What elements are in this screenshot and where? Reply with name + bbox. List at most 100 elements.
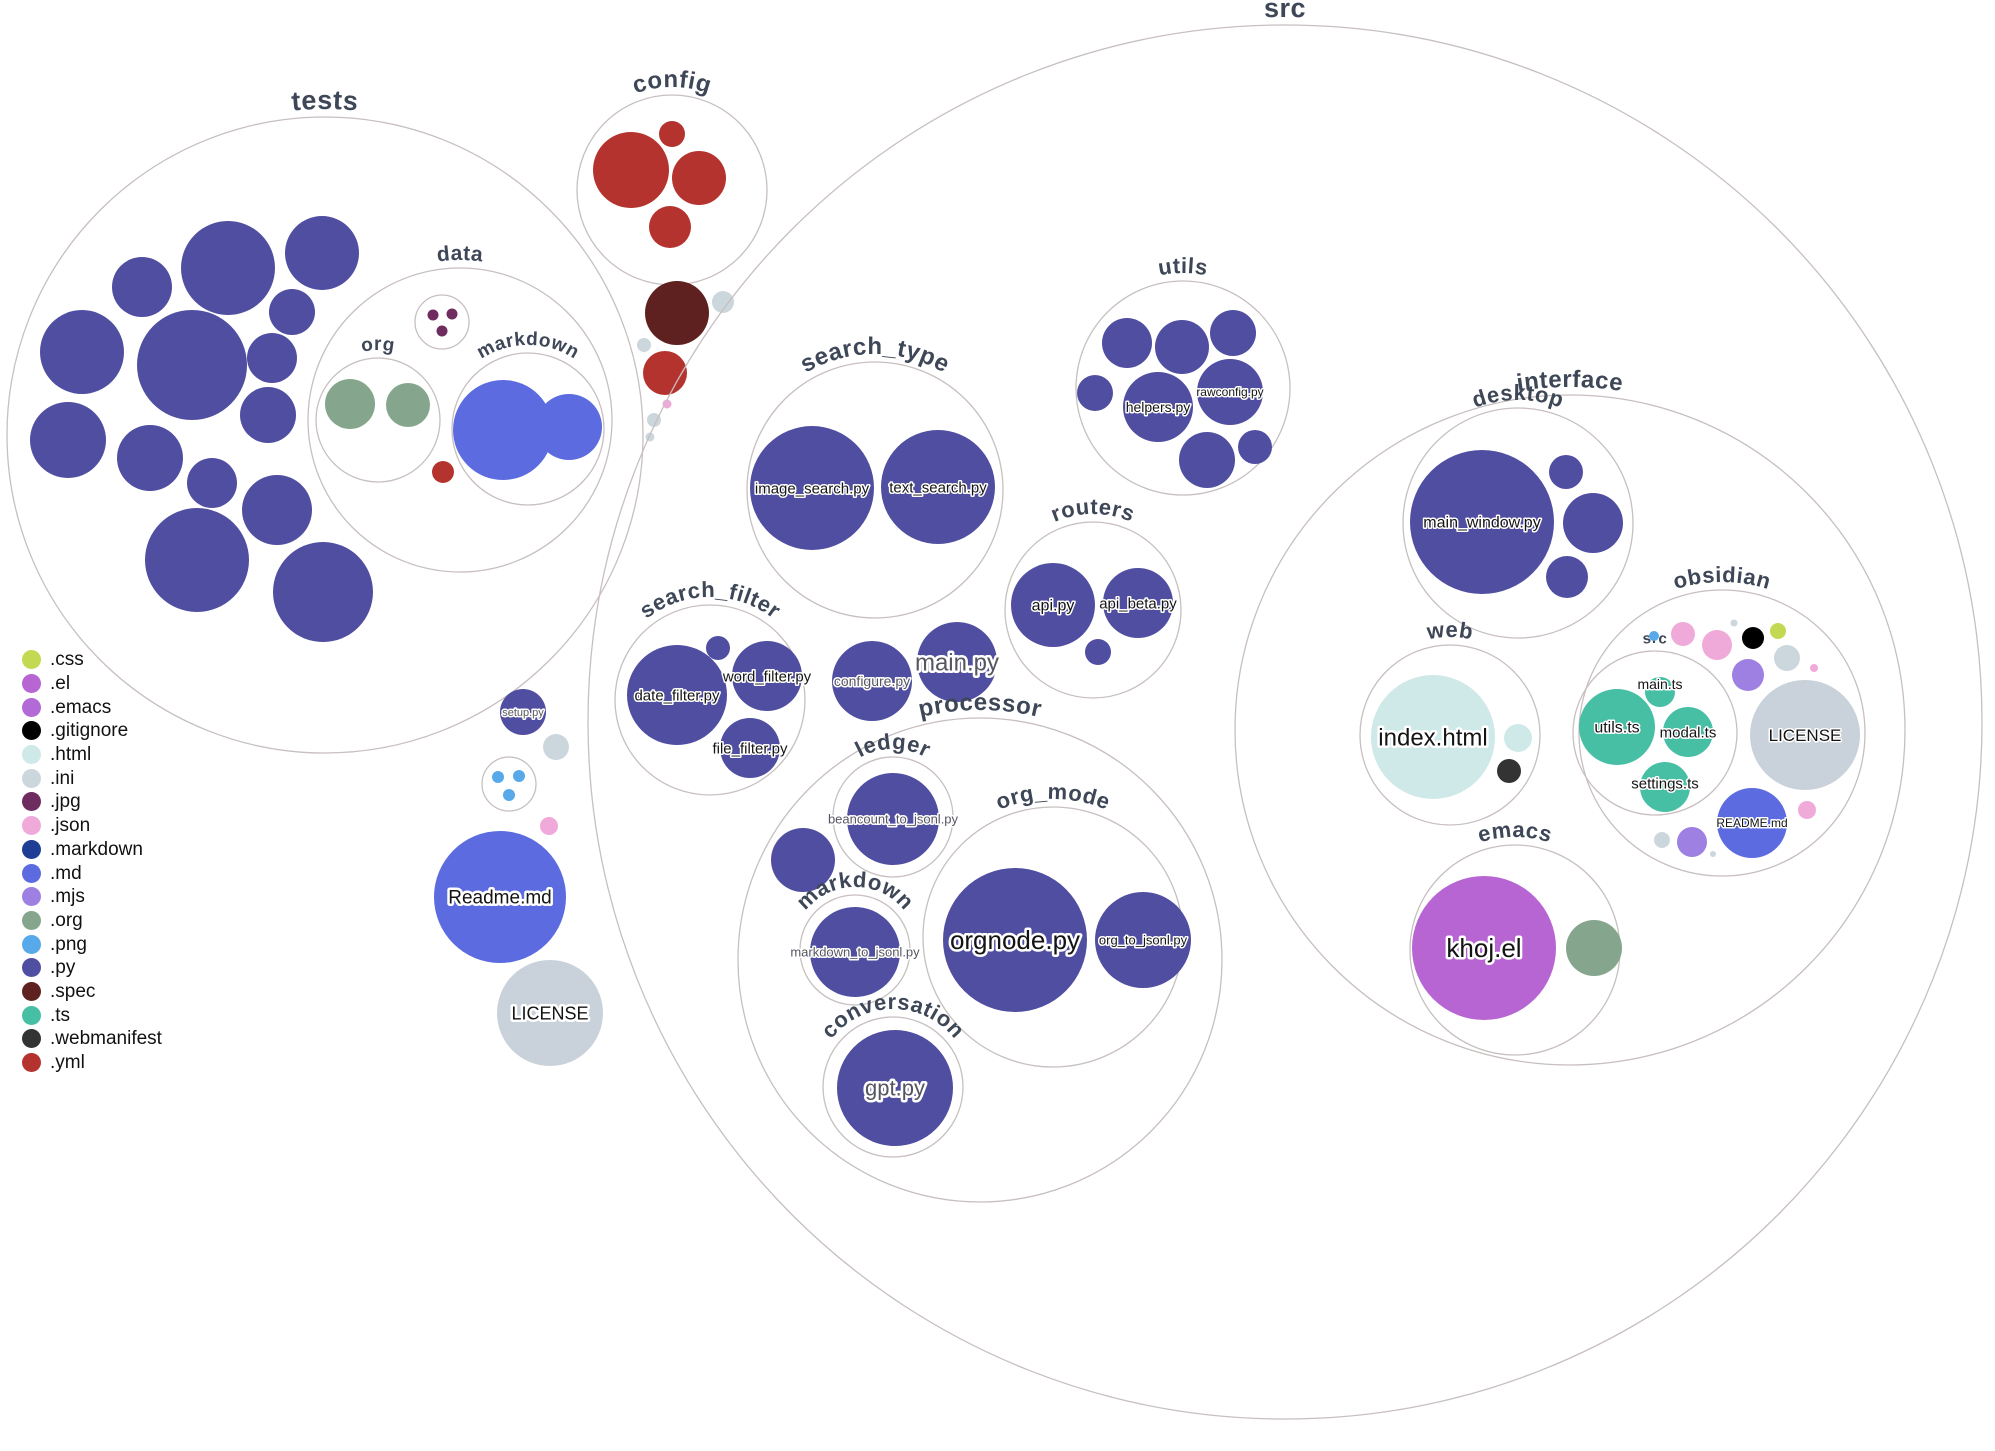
file-circle-readme-md (434, 831, 566, 963)
file-circle-py (40, 310, 124, 394)
legend-label: .org (50, 909, 83, 931)
file-circle-py (1549, 455, 1583, 489)
file-circle-orgnode-py (943, 868, 1087, 1012)
dir-circle-markdown (451, 352, 605, 506)
file-circle-markdown-to-jsonl-py (810, 907, 900, 997)
file-circle-date-filter-py (627, 645, 727, 745)
file-circle-json (1810, 664, 1818, 672)
legend-swatch-html (22, 745, 41, 765)
legend-label: .webmanifest (50, 1028, 162, 1050)
file-circle-word-filter-py (732, 641, 802, 711)
legend-item: .webmanifest (22, 1027, 162, 1051)
file-label-license: LICENSE (511, 1003, 588, 1023)
file-circle-py (1077, 375, 1113, 411)
legend-item: .spec (22, 980, 162, 1004)
legend-swatch-spec (22, 981, 41, 1001)
file-circle-gitignore (1742, 627, 1764, 649)
file-circle-py (1238, 430, 1272, 464)
file-circle-py (771, 828, 835, 892)
file-label-configure-py: configure.py (834, 673, 910, 689)
file-label-word-filter-py: word_filter.py (722, 668, 812, 685)
file-circle-yml (649, 206, 691, 248)
legend-item: .yml (22, 1051, 162, 1075)
dir-label-search-filter: search_filter (635, 577, 786, 623)
dir-label-org: org (360, 334, 397, 357)
dir-label-org-mode: org_mode (992, 779, 1113, 815)
file-circle-modal-ts (1663, 707, 1713, 757)
legend-item: .json (22, 814, 162, 838)
dir-circle-search-filter (614, 604, 806, 796)
file-circle-khoj-el (1412, 876, 1556, 1020)
file-circle-org (386, 383, 430, 427)
legend-label: .emacs (50, 696, 112, 718)
legend-label: .json (50, 815, 91, 837)
file-circle-license (1750, 680, 1860, 790)
file-label-gpt-py: gpt.py (865, 1076, 925, 1101)
legend-label: .yml (50, 1052, 85, 1074)
dir-circle-search-type (746, 361, 1004, 619)
file-circle-yml (593, 132, 669, 208)
dir-label-utils: utils (1156, 253, 1209, 280)
dir-circle-src (1572, 650, 1738, 816)
legend-swatch-org (22, 910, 41, 930)
file-circle-py (273, 542, 373, 642)
dir-circle-unnamed (481, 756, 537, 812)
file-circle-json (1798, 801, 1816, 819)
dir-circle-markdown (799, 894, 911, 1006)
file-circle-main-window-py (1410, 450, 1554, 594)
file-circle-main-py (917, 622, 997, 702)
legend-item: .el (22, 672, 162, 696)
file-circle-image-search-py (750, 426, 874, 550)
file-circle-png (492, 771, 504, 783)
file-circle-yml (643, 351, 687, 395)
file-label-image-search-py: image_search.py (755, 480, 870, 497)
dir-circle-obsidian (1578, 589, 1866, 877)
legend-label: .html (50, 744, 92, 766)
file-label-setup-py: setup.py (502, 707, 544, 719)
file-circle-py (1102, 318, 1152, 368)
legend-swatch-webmanifest (22, 1029, 41, 1049)
file-circle-readme-md (1717, 788, 1787, 858)
dir-label-emacs: emacs (1475, 817, 1555, 847)
file-label-license: LICENSE (1769, 726, 1842, 745)
legend-item: .mjs (22, 885, 162, 909)
legend-swatch-gitignore (22, 721, 41, 741)
file-circle-json (1671, 622, 1695, 646)
dir-circle-web (1359, 644, 1541, 826)
file-circle-mjs (1732, 659, 1764, 691)
file-circle-ini (1710, 851, 1716, 857)
legend-item: .py (22, 956, 162, 980)
dir-circle-ledger (832, 756, 954, 878)
legend-item: .jpg (22, 790, 162, 814)
legend-label: .md (50, 862, 82, 884)
file-circle-py (117, 425, 183, 491)
dir-circle-conversation (822, 1016, 964, 1158)
dir-circle-org (315, 357, 441, 483)
legend-swatch-mjs (22, 887, 41, 907)
file-circle-yml (672, 151, 726, 205)
legend-item: .gitignore (22, 719, 162, 743)
legend-item: .md (22, 861, 162, 885)
file-circle-png (503, 789, 515, 801)
legend-swatch-yml (22, 1053, 41, 1073)
file-circle-ini (1774, 645, 1800, 671)
file-label-main-py: main.py (915, 649, 999, 676)
file-circle-ini (1654, 832, 1670, 848)
file-circle-ini (1730, 619, 1738, 627)
legend-label: .py (50, 957, 76, 979)
file-circle-beancount-to-jsonl-py (847, 773, 939, 865)
file-label-org-to-jsonl-py: org_to_jsonl.py (1099, 933, 1188, 948)
file-circle-setup-py (500, 689, 546, 735)
file-circle-rawconfig-py (1197, 359, 1263, 425)
file-circle-py (1179, 432, 1235, 488)
legend-swatch-py (22, 958, 41, 978)
file-circle-py (269, 289, 315, 335)
legend-item: .css (22, 648, 162, 672)
dir-circle-tests (6, 116, 644, 754)
file-circle-configure-py (832, 641, 912, 721)
file-label-index-html: index.html (1378, 724, 1487, 751)
file-circle-api-py (1011, 563, 1095, 647)
legend-label: .markdown (50, 838, 143, 860)
legend-item: .ts (22, 1003, 162, 1027)
file-circle-org (1566, 920, 1622, 976)
